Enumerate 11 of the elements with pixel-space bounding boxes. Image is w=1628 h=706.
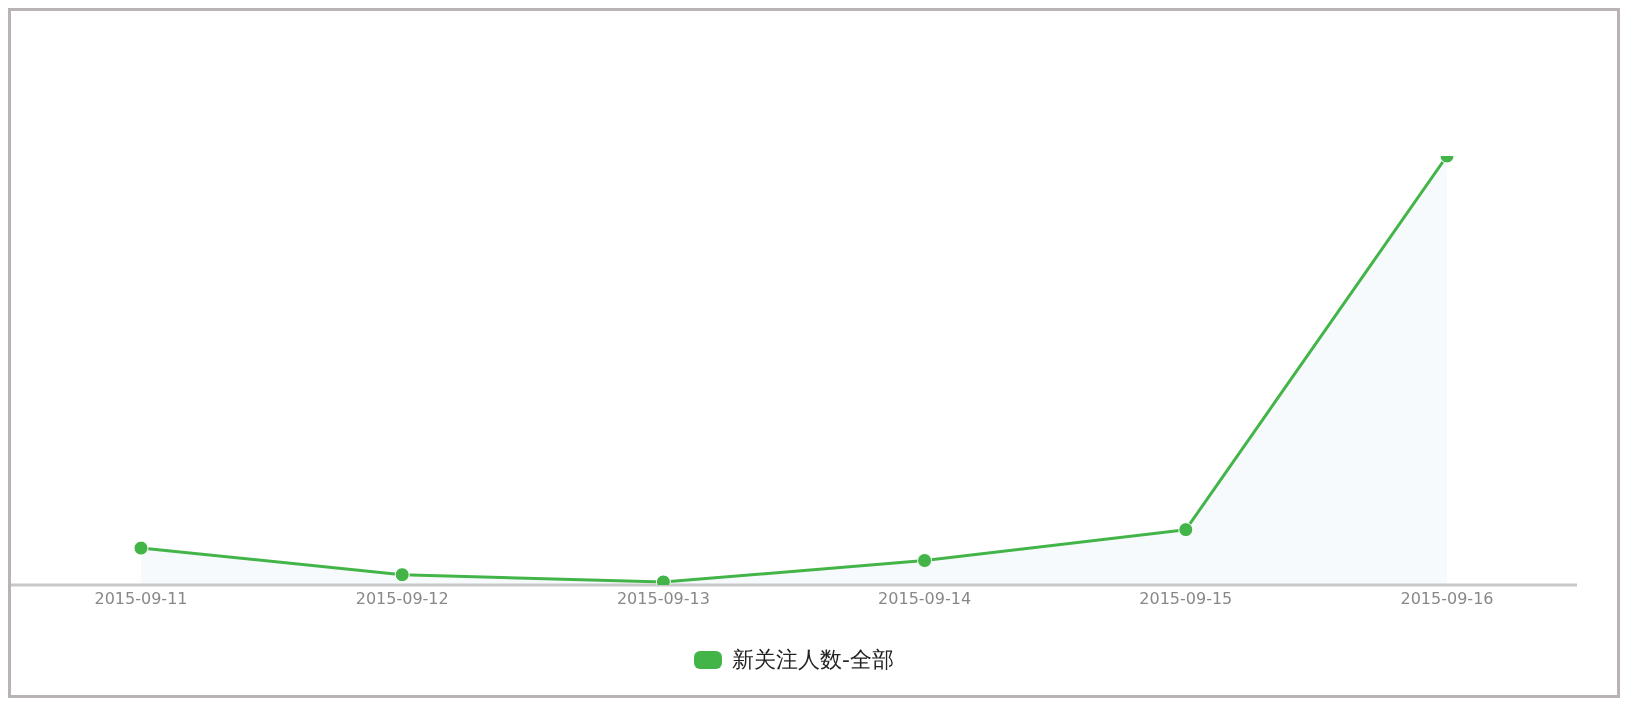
point <box>133 540 149 556</box>
x-tick-label: 2015-09-16 <box>1400 589 1494 609</box>
x-tick-label: 2015-09-11 <box>94 589 188 609</box>
legend-label: 新关注人数-全部 <box>732 646 894 674</box>
point <box>917 553 933 569</box>
x-tick-label: 2015-09-15 <box>1139 589 1233 609</box>
x-tick-label: 2015-09-13 <box>616 589 710 609</box>
x-tick-label: 2015-09-12 <box>355 589 449 609</box>
point <box>394 567 410 583</box>
point <box>1178 522 1194 538</box>
x-tick-label: 2015-09-14 <box>878 589 972 609</box>
